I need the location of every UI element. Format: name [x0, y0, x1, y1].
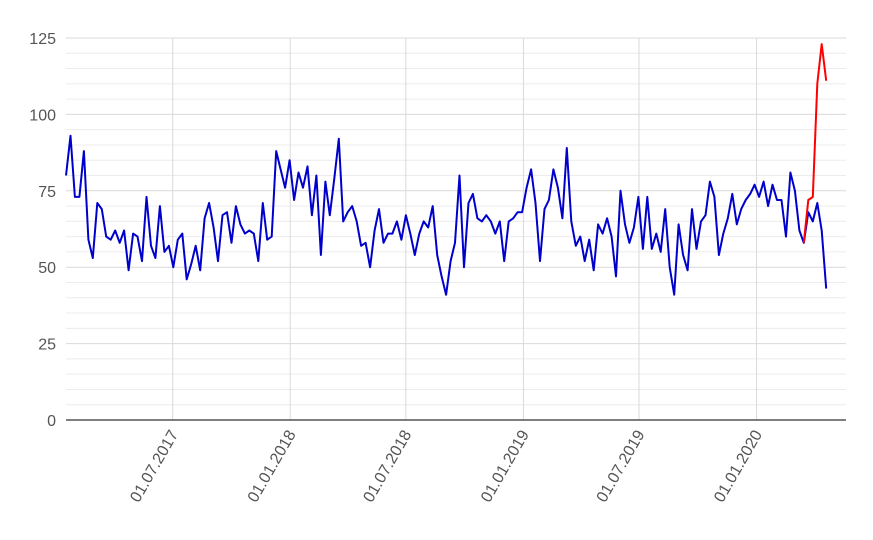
y-tick-label: 50 — [38, 260, 56, 277]
y-tick-label: 0 — [47, 413, 56, 430]
series-line-highlight — [802, 43, 828, 243]
major-gridlines — [66, 37, 846, 420]
x-tick-label: 01.01.2019 — [478, 427, 533, 505]
series-line-main — [65, 134, 828, 296]
y-tick-label: 125 — [29, 31, 56, 48]
y-tick-label: 100 — [29, 107, 56, 124]
series-layer — [65, 43, 828, 296]
y-tick-label: 25 — [38, 337, 56, 354]
x-tick-label: 01.01.2018 — [245, 427, 300, 505]
y-axis-tick-labels: 0 25 50 75 100 125 — [29, 31, 56, 430]
x-tick-label: 01.01.2020 — [711, 427, 766, 505]
x-axis-tick-labels: 01.07.2017 01.01.2018 01.07.2018 01.01.2019… — [127, 427, 766, 505]
y-tick-label: 75 — [38, 184, 56, 201]
minor-gridlines — [66, 52, 846, 406]
x-tick-label: 01.07.2018 — [361, 427, 416, 505]
x-tick-label: 01.07.2017 — [127, 427, 182, 505]
x-tick-label: 01.07.2019 — [594, 427, 649, 505]
